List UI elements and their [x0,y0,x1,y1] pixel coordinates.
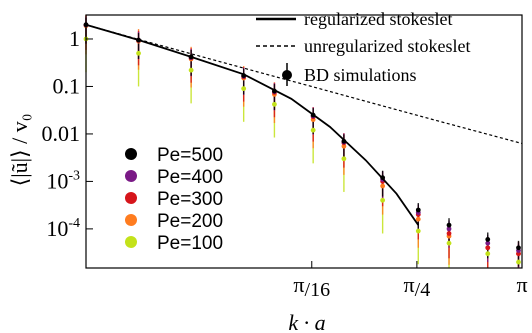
x-tick-label: π/4 [404,272,431,301]
pe-legend-marker [125,236,137,248]
data-point [446,240,452,246]
data-point [341,156,347,162]
legend-bd-marker [282,70,292,80]
data-point [380,183,386,189]
y-tick-label: 1 [69,26,80,51]
y-axis-label: ⟨|ũ|⟩ / v₀ [7,114,32,187]
pe-legend-marker [125,170,137,182]
x-axis-ticks: π/16 π/4 π [293,261,528,301]
pe-legend-marker [125,214,137,226]
data-point [485,245,491,251]
data-point [310,127,316,133]
y-tick-label: 10-4 [46,216,80,241]
data-point [485,251,491,257]
data-point [485,237,491,242]
pe-legend-label: Pe=300 [157,189,223,210]
data-point [415,207,421,213]
pe-legend-label: Pe=200 [157,211,223,232]
x-tick-label: π [516,272,527,297]
plot-frame [85,14,523,269]
data-point [415,216,421,222]
data-point [415,228,421,234]
pe-legend-label: Pe=500 [157,145,223,166]
model-legend: regularized stokeslet unregularized stok… [256,9,470,86]
pe-legend-marker [125,148,137,160]
data-point [446,231,452,236]
data-point [516,245,521,251]
data-point [485,240,491,246]
data-point [272,101,277,107]
data-points-layer [83,22,521,265]
y-tick-label: 10-3 [46,168,80,193]
data-point [241,86,247,92]
legend-bd-label: BD simulations [304,65,417,85]
y-tick-label: 0.01 [42,121,81,146]
data-point [516,259,521,265]
x-axis-label: k · a [288,310,325,333]
pe-legend-label: Pe=400 [157,167,223,188]
legend-unregularized-label: unregularized stokeslet [304,36,470,56]
data-point [446,222,452,228]
y-axis-ticks: 1 0.1 0.01 10-3 10-4 [42,26,93,241]
data-point [341,143,347,149]
pe-legend-label: Pe=100 [157,233,223,254]
data-point [380,197,386,203]
data-point [446,226,452,232]
model-lines-layer [85,23,523,226]
pe-legend-marker [125,192,137,204]
data-point [188,67,194,73]
model-line [85,23,420,226]
legend-regularized-label: regularized stokeslet [304,9,452,29]
model-line [85,24,523,145]
y-tick-label: 0.1 [53,73,81,98]
x-tick-label: π/16 [293,272,330,301]
data-point [136,50,141,56]
